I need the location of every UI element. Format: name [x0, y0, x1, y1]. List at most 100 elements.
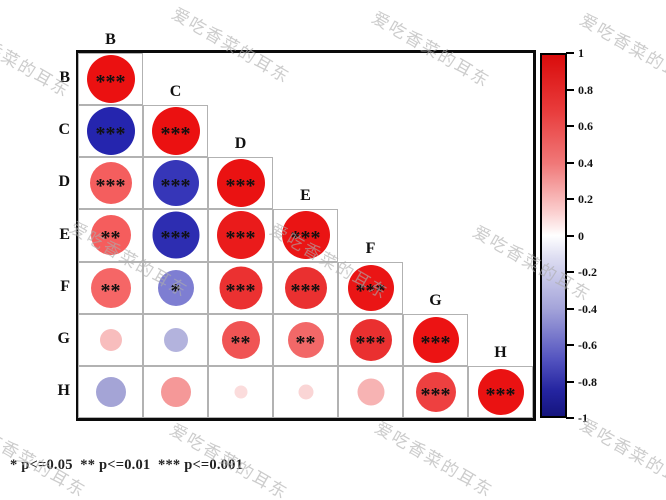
cell-DD: *** — [208, 157, 273, 210]
cell-DB: *** — [78, 157, 143, 210]
cell-FC: * — [143, 261, 208, 314]
colorbar-tick-label--0.8: -0.8 — [578, 374, 597, 389]
significance-stars-BB: *** — [95, 70, 126, 93]
corr-circle-HC — [160, 376, 191, 407]
col-label-E: E — [300, 187, 311, 205]
cell-HG: *** — [403, 365, 468, 418]
row-label-C: C — [58, 121, 70, 139]
colorbar-tick-label-1: 1 — [578, 46, 584, 60]
corr-circle-ED — [216, 211, 265, 260]
colorbar-tick-label-0.2: 0.2 — [578, 192, 593, 206]
cell-EC: *** — [143, 209, 208, 262]
significance-stars-GE: ** — [295, 331, 316, 354]
colorbar-tick-label-0.6: 0.6 — [578, 119, 593, 133]
cell-HF — [338, 365, 403, 418]
cell-GF: *** — [338, 313, 403, 366]
cell-GC — [143, 313, 208, 366]
corr-circle-HH — [477, 368, 524, 415]
cell-BB: *** — [78, 53, 143, 106]
significance-stars-EC: *** — [160, 227, 191, 250]
cell-HD — [208, 365, 273, 418]
corr-circle-FF — [347, 264, 394, 311]
corr-circle-HF — [357, 378, 384, 406]
row-label-B: B — [59, 69, 70, 87]
cell-HE — [273, 365, 338, 418]
row-label-H: H — [57, 381, 70, 399]
col-label-G: G — [429, 291, 442, 309]
row-label-D: D — [58, 173, 70, 191]
corr-circle-BB — [86, 55, 135, 104]
colorbar-tick-label--0.6: -0.6 — [578, 338, 597, 352]
colorbar-tick-0.4 — [566, 161, 574, 164]
colorbar-tick-label-0.4: 0.4 — [578, 155, 593, 170]
corr-circle-FC — [157, 269, 194, 306]
corr-circle-EE — [281, 211, 330, 260]
cell-GE: ** — [273, 313, 338, 366]
corr-circle-HB — [95, 376, 126, 407]
colorbar-tick--1 — [566, 417, 574, 419]
corr-circle-HD — [234, 385, 247, 399]
significance-stars-EB: ** — [100, 227, 121, 250]
significance-stars-EE: *** — [290, 227, 321, 250]
significance-stars-GG: *** — [420, 331, 451, 354]
colorbar-tick-0.2 — [566, 198, 574, 200]
significance-stars-HG: *** — [420, 383, 451, 406]
cell-EE: *** — [273, 209, 338, 262]
colorbar-tick-0 — [566, 234, 574, 237]
significance-stars-DB: *** — [95, 175, 126, 198]
row-label-F: F — [60, 277, 70, 295]
cell-HB — [78, 365, 143, 418]
corr-circle-GF — [349, 318, 392, 361]
colorbar-tick-0.8 — [566, 88, 574, 91]
corr-circle-GB — [99, 328, 122, 351]
colorbar-gradient — [540, 53, 567, 418]
col-label-H: H — [494, 343, 507, 361]
corr-circle-EC — [152, 211, 199, 259]
corr-circle-HG — [415, 371, 456, 412]
significance-stars-GD: ** — [230, 331, 251, 354]
colorbar-tick--0.4 — [566, 307, 574, 310]
significance-stars-HH: *** — [485, 383, 516, 406]
colorbar-tick-label--0.2: -0.2 — [578, 265, 597, 279]
corr-circle-FE — [284, 266, 327, 309]
cell-EB: ** — [78, 209, 143, 262]
cell-CB: *** — [78, 105, 143, 158]
cell-FE: *** — [273, 261, 338, 314]
cell-FF: *** — [338, 261, 403, 314]
significance-stars-DC: *** — [160, 175, 191, 198]
corr-circle-FB — [90, 267, 131, 308]
corr-circle-FD — [219, 266, 262, 310]
significance-stars-FF: *** — [355, 279, 386, 302]
corr-circle-EB — [90, 215, 131, 256]
row-label-G: G — [57, 329, 70, 347]
cell-FB: ** — [78, 261, 143, 314]
corr-circle-GD — [221, 320, 260, 359]
cell-DC: *** — [143, 157, 208, 210]
significance-stars-FB: ** — [100, 279, 121, 302]
colorbar-tick-1 — [566, 52, 574, 54]
row-label-E: E — [59, 225, 70, 243]
cell-GG: *** — [403, 313, 468, 366]
corr-circle-DC — [152, 160, 199, 207]
watermark-text: 爱吃香菜的耳东 — [576, 415, 666, 500]
corr-circle-GE — [287, 321, 324, 358]
col-label-F: F — [365, 239, 376, 257]
cell-GB — [78, 313, 143, 366]
cell-HH: *** — [468, 365, 533, 418]
colorbar-tick-0.6 — [566, 125, 574, 127]
significance-stars-FC: * — [170, 279, 181, 302]
watermark-text: 爱吃香菜的耳东 — [0, 18, 74, 103]
cell-ED: *** — [208, 209, 273, 262]
significance-stars-DD: *** — [225, 175, 256, 198]
cell-FD: *** — [208, 261, 273, 314]
corr-circle-GC — [163, 327, 188, 352]
corr-circle-DD — [216, 159, 265, 208]
corr-circle-DB — [89, 162, 132, 205]
colorbar-tick-label-0.8: 0.8 — [578, 82, 593, 97]
col-label-C: C — [169, 83, 182, 101]
colorbar-tick-label--1: -1 — [578, 411, 588, 425]
colorbar-tick--0.6 — [566, 344, 574, 346]
corr-circle-CB — [86, 107, 135, 156]
cell-HC — [143, 365, 208, 418]
